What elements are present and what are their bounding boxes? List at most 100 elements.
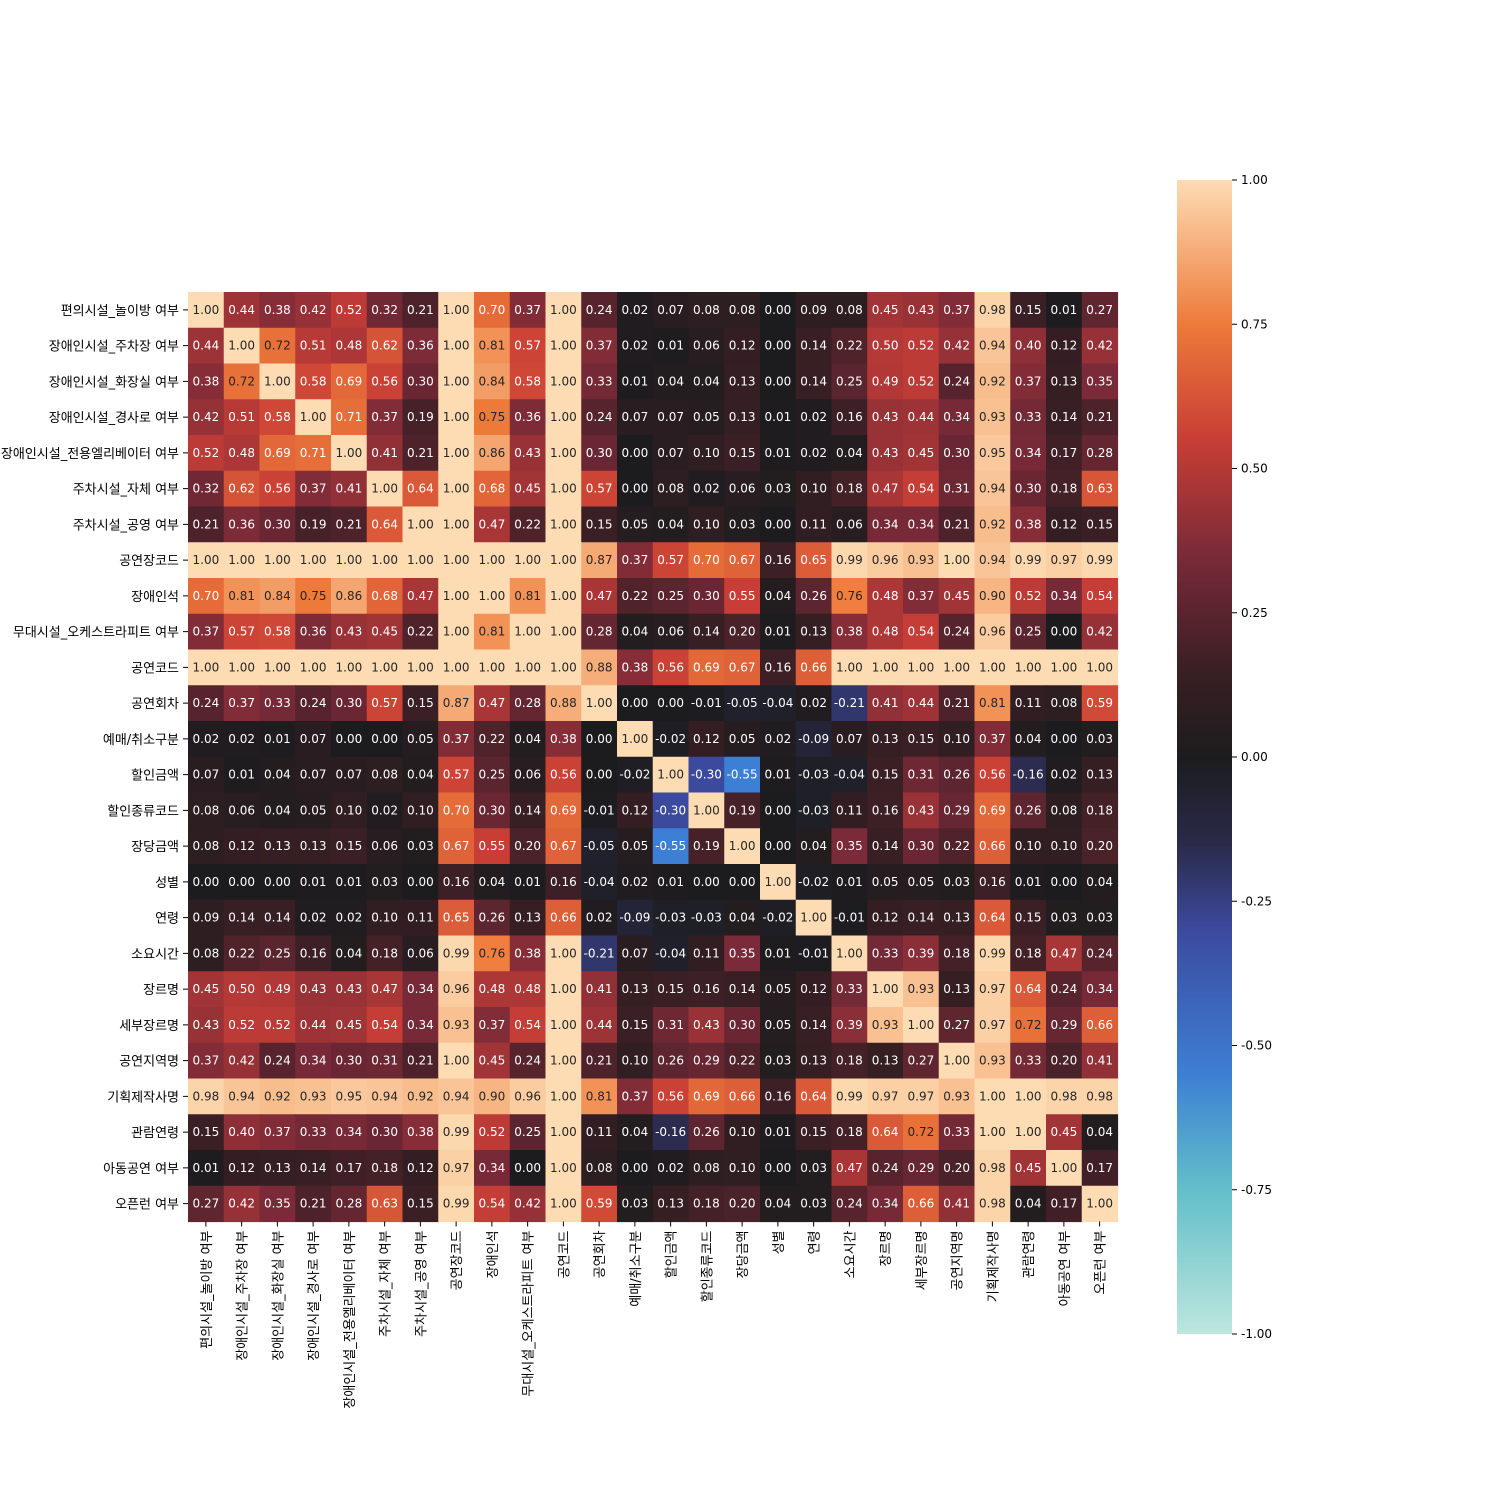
cell-value-label: 0.33: [1015, 410, 1042, 424]
heatmap-cell: [1081, 1185, 1119, 1223]
cell-value-label: 0.14: [300, 1161, 327, 1175]
heatmap-cells: 1.00 0.44 0.38 0.42 0.52 0.32 0.21 1.00 0.70 0.37…: [188, 292, 1119, 1223]
cell-value-label: 0.05: [872, 875, 899, 889]
heatmap-cell: [903, 1042, 940, 1080]
cell-value-label: 0.01: [228, 768, 255, 782]
y-tick-label: 연령: [155, 912, 179, 927]
cell-value-label: 0.30: [1015, 482, 1042, 496]
cell-value-label: 0.21: [407, 446, 434, 460]
cell-value-label: 0.87: [586, 553, 613, 567]
cell-value-label: 0.07: [657, 446, 684, 460]
colorbar-tick-label: -1.00: [1241, 1327, 1272, 1341]
cell-value-label: 0.43: [872, 446, 899, 460]
cell-value-label: 0.45: [908, 446, 935, 460]
cell-value-label: 0.10: [693, 446, 720, 460]
cell-value-label: 0.27: [908, 1054, 935, 1068]
cell-value-label: 0.01: [765, 410, 792, 424]
cell-value-label: 0.47: [479, 517, 506, 531]
cell-value-label: 0.12: [228, 1161, 255, 1175]
heatmap-cell: [617, 470, 654, 508]
cell-value-label: 0.10: [693, 517, 720, 531]
cell-value-label: 0.02: [1051, 768, 1078, 782]
heatmap-cell: [509, 542, 547, 579]
cell-value-label: 0.07: [657, 303, 684, 317]
heatmap-cell: [724, 1150, 761, 1187]
cell-value-label: 0.15: [1086, 517, 1113, 531]
heatmap-cell: [831, 435, 868, 472]
cell-value-label: 0.18: [371, 946, 398, 960]
heatmap-cell: [652, 470, 690, 508]
heatmap-cell: [831, 578, 868, 615]
cell-value-label: 0.10: [729, 1161, 756, 1175]
heatmap-cell: [509, 1078, 547, 1115]
heatmap-cell: [581, 292, 618, 329]
heatmap-cell: [760, 756, 797, 794]
cell-value-label: 0.92: [264, 1089, 291, 1103]
heatmap-cell: [831, 828, 868, 865]
heatmap-cell: [295, 756, 332, 794]
cell-value-label: 0.67: [729, 660, 756, 674]
heatmap-cell: [974, 399, 1011, 436]
cell-value-label: -0.09: [798, 732, 829, 746]
cell-value-label: 1.00: [800, 911, 827, 925]
cell-value-label: 0.04: [800, 839, 827, 853]
cell-value-label: 0.16: [836, 410, 863, 424]
cell-value-label: 0.01: [264, 732, 291, 746]
cell-value-label: -0.21: [834, 696, 865, 710]
heatmap-cell: [188, 470, 225, 508]
heatmap-cell: [223, 470, 261, 508]
cell-value-label: 1.00: [336, 553, 363, 567]
heatmap-cell: [366, 292, 404, 329]
heatmap-cell: [259, 578, 296, 615]
cell-value-label: 0.84: [479, 374, 506, 388]
heatmap-cell: [1046, 1114, 1083, 1151]
heatmap-cell: [831, 685, 868, 722]
heatmap-cell: [1081, 828, 1119, 865]
heatmap-cell: [724, 435, 761, 472]
cell-value-label: 0.92: [407, 1089, 434, 1103]
cell-value-label: 0.52: [264, 1018, 291, 1032]
cell-value-label: 0.04: [657, 374, 684, 388]
heatmap-cell: [259, 685, 296, 722]
x-tick-label: 기획제작사명: [986, 1231, 1001, 1303]
cell-value-label: 0.04: [264, 768, 291, 782]
cell-value-label: 0.28: [514, 696, 541, 710]
cell-value-label: 1.00: [1051, 1161, 1078, 1175]
cell-value-label: 0.34: [872, 517, 899, 531]
cell-value-label: 0.10: [1051, 839, 1078, 853]
x-tick-label: 장애인시설_주차장 여부: [236, 1230, 251, 1360]
cell-value-label: 0.24: [1086, 946, 1113, 960]
cell-value-label: 0.43: [872, 410, 899, 424]
heatmap-cell: [688, 435, 725, 472]
heatmap-cell: [724, 1078, 761, 1115]
cell-value-label: 0.34: [336, 1125, 363, 1139]
heatmap-cell: [652, 1185, 690, 1223]
heatmap-cell: [1010, 792, 1047, 829]
cell-value-label: 0.97: [979, 1018, 1006, 1032]
cell-value-label: 0.31: [371, 1054, 398, 1068]
heatmap-cell: [903, 721, 940, 758]
cell-value-label: 1.00: [407, 517, 434, 531]
cell-value-label: 0.00: [765, 517, 792, 531]
heatmap-cell: [366, 506, 404, 543]
cell-value-label: 0.27: [1086, 303, 1113, 317]
cell-value-label: 0.03: [407, 839, 434, 853]
cell-value-label: 0.10: [1015, 839, 1042, 853]
cell-value-label: 0.02: [800, 410, 827, 424]
cell-value-label: 0.16: [443, 875, 470, 889]
cell-value-label: 0.12: [800, 982, 827, 996]
cell-value-label: 0.08: [193, 803, 220, 817]
heatmap-cell: [402, 1114, 439, 1151]
cell-value-label: 1.00: [443, 589, 470, 603]
cell-value-label: 0.66: [729, 1089, 756, 1103]
cell-value-label: 0.21: [407, 303, 434, 317]
heatmap-cell: [581, 1114, 618, 1151]
heatmap-cell: [1010, 506, 1047, 543]
heatmap-cell: [366, 721, 404, 758]
cell-value-label: 1.00: [586, 696, 613, 710]
heatmap-cell: [438, 935, 475, 972]
cell-value-label: 0.62: [228, 482, 255, 496]
heatmap-cell: [724, 864, 761, 901]
cell-value-label: 0.14: [729, 982, 756, 996]
heatmap-cell: [474, 613, 511, 651]
